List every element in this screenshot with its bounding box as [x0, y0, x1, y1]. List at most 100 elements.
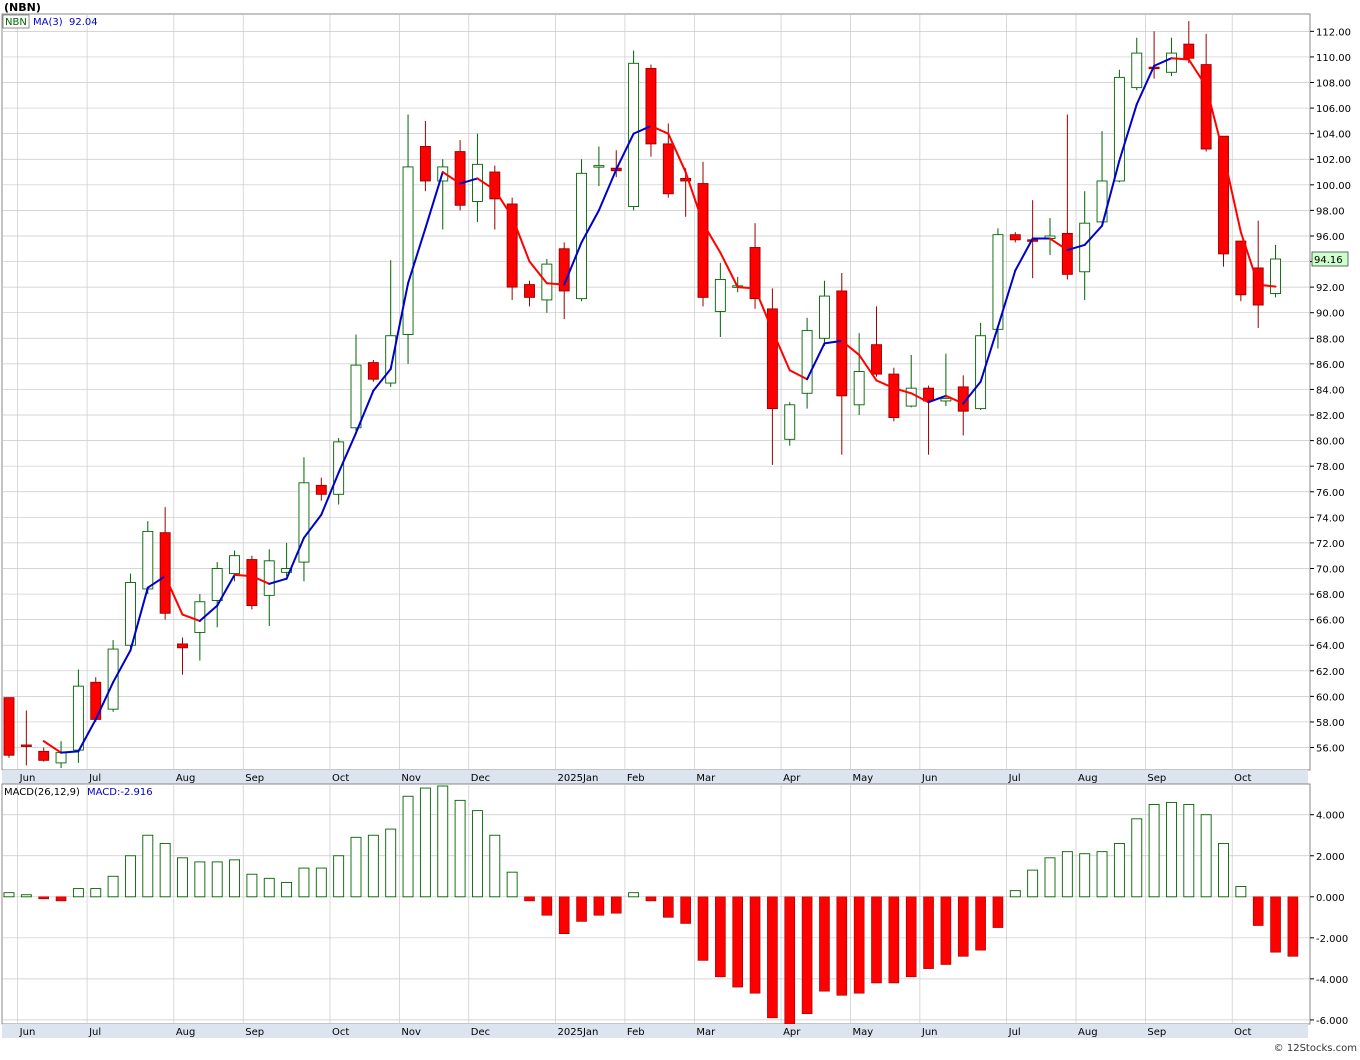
candle-body — [836, 290, 848, 397]
price-y-tick-label: 108.00 — [1316, 79, 1351, 90]
macd-bar — [524, 896, 535, 902]
ma-segment — [1187, 58, 1208, 88]
macd-bar — [957, 896, 969, 957]
macd-bar — [211, 861, 223, 898]
ma-segment — [736, 286, 757, 290]
candle — [177, 637, 188, 675]
ma-segment — [372, 367, 392, 392]
candle — [107, 640, 119, 712]
macd-bar — [20, 894, 32, 898]
macd-y-tick-label: 2.000 — [1316, 852, 1345, 863]
candle-body — [1270, 258, 1282, 294]
macd-bar — [923, 896, 934, 969]
ma-segment — [858, 353, 878, 382]
price-x-axis-band — [2, 770, 1308, 784]
macd-bar — [1165, 801, 1177, 898]
candle-body — [576, 172, 587, 300]
candle-body — [923, 387, 934, 402]
ma-segment — [216, 573, 236, 607]
candle-body — [281, 568, 293, 573]
ma-segment — [164, 575, 184, 616]
candle — [1235, 240, 1247, 302]
candle — [3, 697, 15, 758]
price-y-tick-label: 62.00 — [1316, 667, 1345, 678]
ma-segment — [684, 171, 704, 225]
macd-bar — [784, 896, 796, 1025]
candle — [281, 542, 293, 577]
macd-bar — [1027, 869, 1039, 898]
candle — [628, 50, 640, 211]
candle-body — [229, 555, 241, 575]
price-y-tick-label: 80.00 — [1316, 437, 1345, 448]
ma-segment — [302, 513, 323, 539]
macd-bar — [610, 896, 622, 914]
candle-body — [72, 685, 84, 751]
candle-body — [888, 373, 900, 419]
chart-title: (NBN) — [4, 1, 41, 14]
candle-body — [385, 335, 397, 384]
candle — [1113, 69, 1125, 183]
candle — [749, 223, 761, 309]
macd-bar — [419, 787, 431, 898]
price-y-tick-label: 68.00 — [1316, 590, 1345, 601]
macd-bar — [55, 896, 67, 902]
macd-bar — [1235, 886, 1247, 898]
macd-x-tick-label: Mar — [696, 1027, 716, 1038]
candle — [836, 273, 848, 455]
ma-segment — [771, 329, 791, 372]
ma-segment — [563, 241, 583, 286]
candle — [784, 402, 796, 446]
candle — [680, 168, 692, 217]
candle — [38, 747, 50, 762]
price-grid — [2, 14, 1310, 770]
macd-bar — [541, 896, 553, 916]
macd-bar — [767, 896, 778, 1019]
ma-segment — [1170, 57, 1190, 61]
macd-bar — [454, 799, 466, 898]
candle — [1009, 232, 1021, 243]
price-y-tick-label: 112.00 — [1316, 27, 1351, 38]
candle-body — [784, 404, 796, 440]
candle — [888, 367, 900, 422]
candle-body — [905, 387, 917, 407]
price-x-tick-label: Sep — [1147, 773, 1166, 784]
ma-segment — [389, 282, 410, 370]
macd-bar — [437, 785, 449, 898]
candle-body — [940, 397, 952, 402]
macd-bar — [1061, 851, 1073, 898]
macd-bar — [38, 896, 50, 900]
candle-body — [697, 183, 709, 298]
price-y-tick-label: 90.00 — [1316, 309, 1345, 320]
macd-x-tick-label: Apr — [783, 1027, 801, 1038]
price-x-tick-label: 2025Jan — [558, 773, 599, 784]
candle-body — [454, 151, 466, 206]
ma-segment — [424, 171, 444, 230]
macd-bar — [871, 896, 882, 984]
price-y-tick-label: 82.00 — [1316, 411, 1345, 422]
macd-bar — [628, 892, 640, 898]
ma-segment — [1118, 103, 1138, 162]
macd-bar — [1131, 818, 1143, 898]
price-y-tick-label: 102.00 — [1316, 155, 1351, 166]
macd-bar — [1252, 896, 1264, 926]
ma-segment — [355, 389, 375, 434]
macd-bar — [1079, 853, 1091, 898]
candle-body — [1113, 76, 1125, 182]
ma-segment — [667, 132, 687, 174]
candle-body — [714, 279, 726, 312]
ma-segment — [1101, 159, 1121, 227]
macd-x-tick-label: Jul — [1008, 1027, 1021, 1038]
ma-segment — [719, 251, 739, 289]
price-y-tick-label: 88.00 — [1316, 334, 1345, 345]
ma-segment — [459, 177, 479, 185]
candle — [315, 477, 327, 501]
ticker-legend: NBN — [5, 17, 27, 28]
macd-x-tick-label: Feb — [627, 1027, 645, 1038]
price-x-tick-label: Sep — [245, 773, 264, 784]
candle-body — [749, 247, 761, 300]
ma-segment — [198, 604, 219, 622]
candle-body — [20, 744, 32, 747]
price-x-tick-label: Aug — [176, 773, 196, 784]
candle — [1183, 21, 1195, 64]
price-y-tick-label: 74.00 — [1316, 513, 1345, 524]
